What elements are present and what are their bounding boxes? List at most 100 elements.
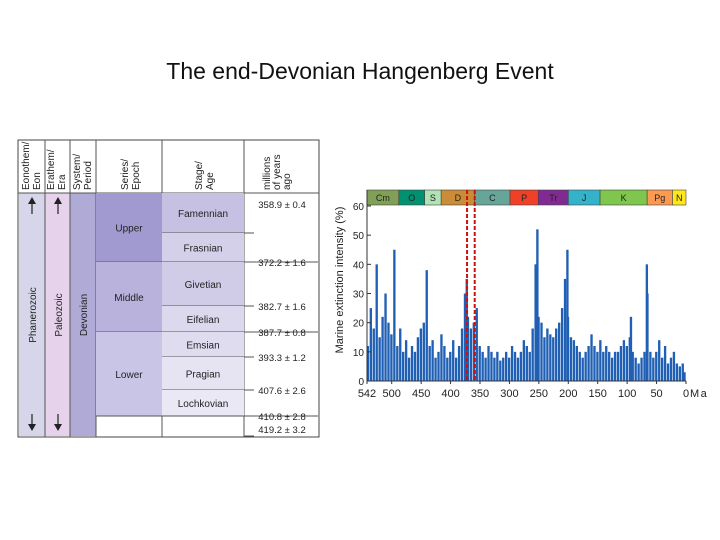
bar <box>387 322 390 381</box>
period-label: D <box>455 193 462 203</box>
bar <box>381 316 384 381</box>
bar <box>502 357 505 381</box>
period-name: Devonian <box>79 294 90 336</box>
bar <box>675 363 679 381</box>
bar <box>496 351 499 381</box>
bar <box>472 322 475 381</box>
bar <box>372 328 375 381</box>
bar <box>437 351 440 381</box>
bar <box>425 270 428 381</box>
bar <box>375 264 378 381</box>
bar <box>407 357 411 381</box>
bar <box>643 351 646 381</box>
stage-label: Givetian <box>185 280 222 291</box>
bar <box>510 346 514 381</box>
x-tick-label: 100 <box>618 388 636 400</box>
stage-cell <box>162 390 244 416</box>
bar <box>549 334 552 381</box>
series-cell <box>96 332 162 416</box>
period-column <box>70 193 96 436</box>
bar <box>457 346 461 381</box>
bar <box>443 346 446 381</box>
period-label: Tr <box>549 193 557 203</box>
x-unit-label: Ma <box>690 388 708 400</box>
bar <box>678 366 681 381</box>
bar <box>637 363 640 381</box>
era-header: Erathem/ Era <box>46 147 68 190</box>
series-cell <box>96 262 162 332</box>
bar <box>519 351 523 381</box>
bar <box>605 346 608 381</box>
bar <box>540 322 543 381</box>
y-axis-label: Marine extinction intensity (%) <box>334 207 346 354</box>
bar <box>449 351 452 381</box>
bar <box>566 316 570 381</box>
series-header: Series/ Epoch <box>120 156 142 190</box>
bar <box>499 360 502 381</box>
arrow-down-icon <box>54 414 62 431</box>
eon-header: Eonothem/ Eon <box>21 139 43 190</box>
bar <box>552 337 555 381</box>
arrow-up-icon <box>28 197 36 214</box>
bar <box>608 351 611 381</box>
bar <box>469 328 473 381</box>
era-name: Paleozoic <box>54 293 65 336</box>
bar <box>560 308 564 381</box>
x-tick-label: 50 <box>650 388 662 400</box>
bar <box>660 357 664 381</box>
bar <box>528 351 531 381</box>
bar <box>493 357 496 381</box>
bar <box>546 328 549 381</box>
bar <box>384 293 387 381</box>
series-label: Upper <box>115 224 143 235</box>
eon-name: Phanerozoic <box>28 287 39 343</box>
bar <box>622 340 626 381</box>
stage-label: Famennian <box>178 209 228 220</box>
boundary-age-label: 393.3 ± 1.2 <box>258 353 305 364</box>
x-tick-label: 150 <box>589 388 607 400</box>
bar <box>507 357 511 381</box>
bar <box>537 316 540 381</box>
boundary-age-label: 407.6 ± 2.6 <box>258 386 305 397</box>
bar <box>434 357 437 381</box>
bar <box>404 340 408 381</box>
period-label: C <box>489 193 496 203</box>
series-label: Middle <box>114 293 144 304</box>
bar <box>590 334 593 381</box>
bar <box>666 363 670 381</box>
bar <box>481 351 484 381</box>
y-tick-label: 0 <box>358 377 364 388</box>
bar <box>366 346 370 381</box>
bar <box>543 337 546 381</box>
bar <box>599 340 602 381</box>
bar <box>619 346 623 381</box>
bar <box>452 340 455 381</box>
bar <box>557 322 561 381</box>
bar <box>419 328 423 381</box>
bar <box>566 249 569 381</box>
period-label: S <box>430 193 436 203</box>
bar <box>602 351 605 381</box>
period-label: O <box>408 193 415 203</box>
boundary-age-label: 419.2 ± 3.2 <box>258 425 305 436</box>
y-tick-label: 20 <box>353 319 365 330</box>
bar <box>572 340 576 381</box>
bar <box>478 346 481 381</box>
bar <box>399 328 402 381</box>
bar <box>575 346 578 381</box>
bar <box>555 328 558 381</box>
bar <box>431 340 434 381</box>
bar <box>513 351 517 381</box>
bar <box>428 346 431 381</box>
bar <box>587 346 590 381</box>
bar <box>369 308 372 381</box>
y-tick-label: 30 <box>353 290 365 301</box>
x-tick-label: 400 <box>441 388 459 400</box>
bar <box>516 357 520 381</box>
bar <box>446 357 449 381</box>
stage-cell <box>162 357 244 390</box>
age-header: millions of years ago <box>262 152 293 190</box>
bar <box>487 346 490 381</box>
bar <box>454 357 458 381</box>
